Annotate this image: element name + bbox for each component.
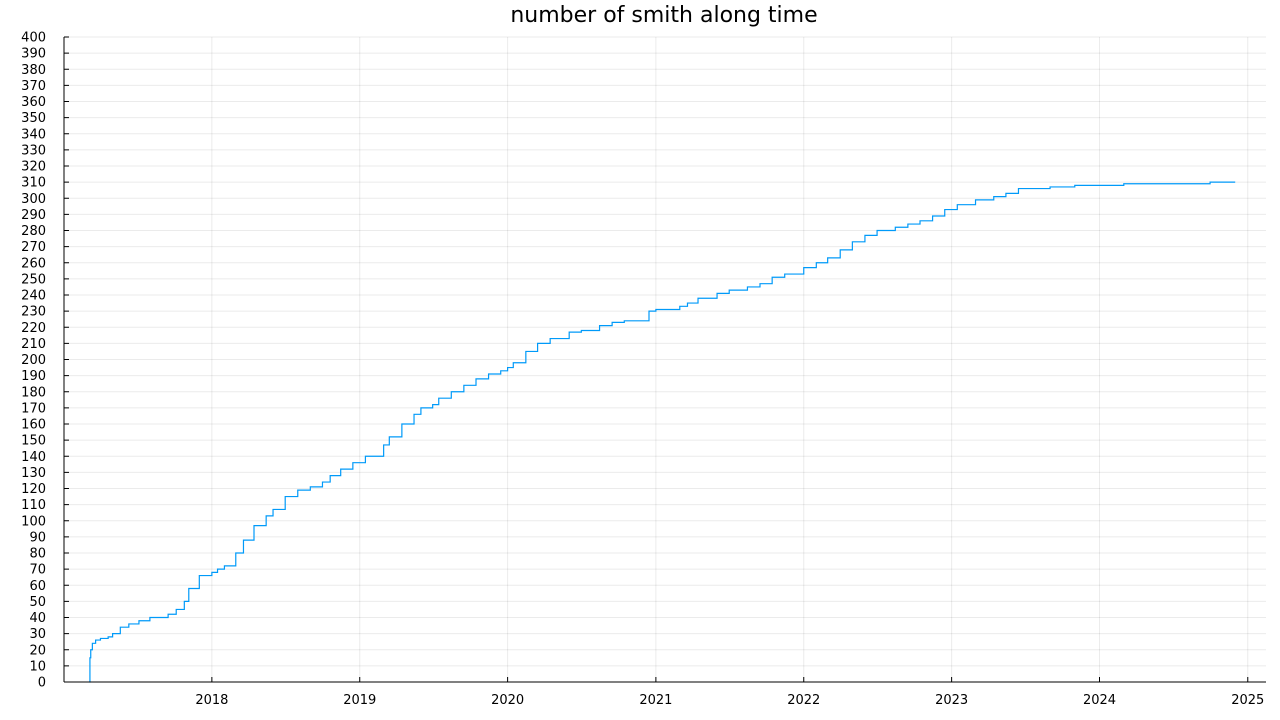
y-tick-label: 380 xyxy=(21,63,46,78)
y-tick-label: 180 xyxy=(21,385,46,400)
y-tick-label: 270 xyxy=(21,240,46,255)
series-group xyxy=(89,181,1236,683)
y-tick-label: 350 xyxy=(21,111,46,126)
y-tick-label: 120 xyxy=(21,482,46,497)
y-tick-label: 20 xyxy=(29,643,46,658)
y-tick-label: 190 xyxy=(21,369,46,384)
y-tick-label: 0 xyxy=(38,676,46,691)
y-tick-label: 10 xyxy=(29,659,46,674)
x-tick-label: 2025 xyxy=(1231,693,1264,708)
y-tick-label: 210 xyxy=(21,337,46,352)
y-tick-label: 100 xyxy=(21,514,46,529)
x-tick-label: 2023 xyxy=(935,693,968,708)
x-tick-label: 2021 xyxy=(639,693,672,708)
chart-title: number of smith along time xyxy=(510,3,817,28)
y-tick-label: 70 xyxy=(29,563,46,578)
y-tick-label: 40 xyxy=(29,611,46,626)
y-tick-label: 200 xyxy=(21,353,46,368)
y-tick-label: 110 xyxy=(21,498,46,513)
x-tick-label: 2020 xyxy=(491,693,524,708)
y-tick-label: 60 xyxy=(29,579,46,594)
y-tick-label: 400 xyxy=(21,31,46,46)
series-line-0 xyxy=(89,181,1236,683)
y-tick-label: 240 xyxy=(21,289,46,304)
y-tick-label: 360 xyxy=(21,95,46,110)
x-tick-label: 2019 xyxy=(343,693,376,708)
y-tick-label: 330 xyxy=(21,143,46,158)
y-tick-label: 80 xyxy=(29,547,46,562)
y-tick-label: 130 xyxy=(21,466,46,481)
y-tick-label: 250 xyxy=(21,272,46,287)
y-tick-label: 220 xyxy=(21,321,46,336)
x-tick-label: 2018 xyxy=(195,693,228,708)
y-tick-label: 280 xyxy=(21,224,46,239)
y-tick-label: 260 xyxy=(21,256,46,271)
y-tick-label: 230 xyxy=(21,305,46,320)
grid xyxy=(64,36,1266,683)
y-tick-label: 340 xyxy=(21,127,46,142)
y-tick-label: 390 xyxy=(21,47,46,62)
y-tick-label: 150 xyxy=(21,434,46,449)
x-tick-label: 2024 xyxy=(1083,693,1116,708)
y-tick-label: 300 xyxy=(21,192,46,207)
y-tick-label: 90 xyxy=(29,530,46,545)
y-tick-label: 290 xyxy=(21,208,46,223)
y-tick-label: 140 xyxy=(21,450,46,465)
y-tick-label: 30 xyxy=(29,627,46,642)
y-tick-label: 160 xyxy=(21,418,46,433)
y-tick-label: 170 xyxy=(21,401,46,416)
y-tick-label: 50 xyxy=(29,595,46,610)
y-tick-label: 320 xyxy=(21,160,46,175)
y-tick-label: 310 xyxy=(21,176,46,191)
y-tick-label: 370 xyxy=(21,79,46,94)
x-tick-label: 2022 xyxy=(787,693,820,708)
